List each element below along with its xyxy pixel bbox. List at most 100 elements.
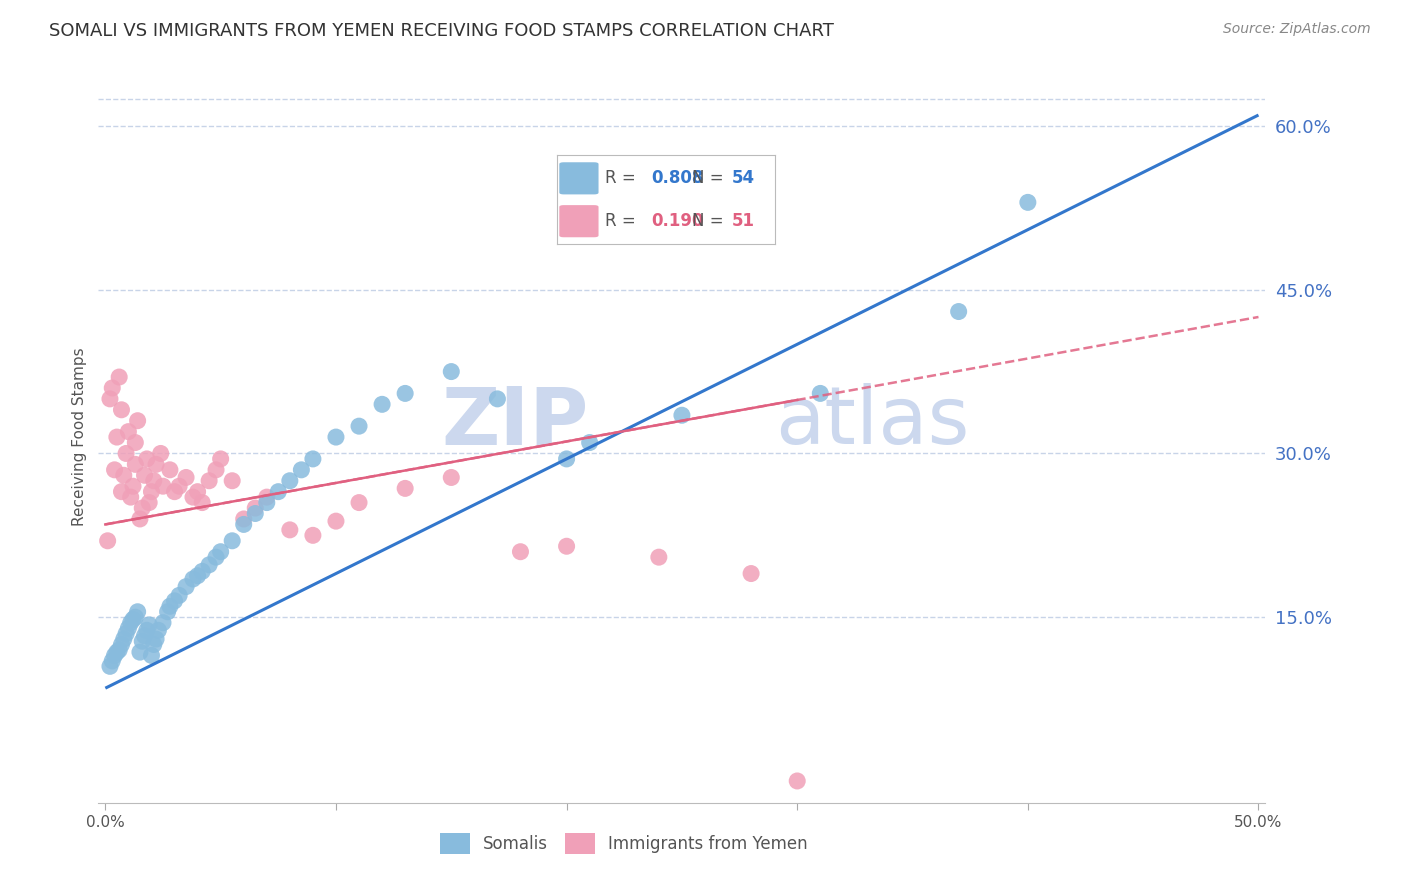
Point [181, 490, 204, 504]
Point [97, 533, 120, 548]
Point [302, 528, 325, 542]
Point [191, 565, 214, 579]
Point [205, 463, 228, 477]
Point [135, 624, 157, 638]
Point [131, 634, 153, 648]
Point [509, 545, 531, 559]
Point [578, 435, 600, 450]
Point [145, 632, 167, 646]
Y-axis label: Receiving Food Stamps: Receiving Food Stamps [72, 348, 87, 526]
Point [174, 470, 197, 484]
Point [129, 512, 152, 526]
Point [108, 643, 131, 657]
FancyBboxPatch shape [560, 162, 599, 194]
Point [198, 558, 221, 572]
Point [117, 425, 139, 439]
Point [394, 386, 416, 401]
Point [232, 517, 254, 532]
Point [740, 566, 762, 581]
Point [124, 610, 146, 624]
Point [325, 430, 347, 444]
Point [1017, 195, 1039, 210]
Point [105, 645, 128, 659]
Point [101, 381, 124, 395]
Point [159, 599, 181, 614]
Text: 51: 51 [731, 212, 755, 230]
Text: atlas: atlas [775, 384, 970, 461]
Point [256, 490, 278, 504]
Point [187, 568, 209, 582]
Point [148, 624, 170, 638]
Point [256, 495, 278, 509]
Point [127, 414, 149, 428]
Point [347, 419, 370, 434]
Text: SOMALI VS IMMIGRANTS FROM YEMEN RECEIVING FOOD STAMPS CORRELATION CHART: SOMALI VS IMMIGRANTS FROM YEMEN RECEIVIN… [49, 22, 834, 40]
Point [127, 605, 149, 619]
Point [110, 484, 132, 499]
Point [671, 409, 693, 423]
Point [555, 539, 578, 553]
Text: 0.190: 0.190 [651, 212, 703, 230]
Text: Source: ZipAtlas.com: Source: ZipAtlas.com [1223, 22, 1371, 37]
Point [129, 645, 152, 659]
Point [486, 392, 509, 406]
Point [134, 629, 156, 643]
Point [347, 495, 370, 509]
Point [371, 397, 394, 411]
Point [290, 463, 312, 477]
FancyBboxPatch shape [560, 205, 599, 237]
Point [394, 482, 416, 496]
Point [145, 458, 167, 472]
Point [138, 618, 160, 632]
Point [167, 588, 190, 602]
Point [135, 451, 157, 466]
Point [131, 501, 153, 516]
Point [232, 512, 254, 526]
Point [205, 550, 228, 565]
Point [209, 545, 232, 559]
Point [110, 402, 132, 417]
Point [325, 514, 347, 528]
Point [152, 479, 174, 493]
Point [167, 479, 190, 493]
Point [152, 615, 174, 630]
Point [181, 572, 204, 586]
Point [187, 484, 209, 499]
Point [115, 626, 138, 640]
Point [108, 370, 131, 384]
Point [267, 484, 290, 499]
Point [141, 484, 163, 499]
Point [221, 474, 243, 488]
Point [278, 523, 301, 537]
Text: N =: N = [692, 212, 730, 230]
Point [555, 451, 578, 466]
Point [112, 632, 135, 646]
Point [163, 594, 186, 608]
Point [159, 463, 181, 477]
Point [149, 446, 172, 460]
Point [101, 654, 124, 668]
Point [124, 435, 146, 450]
Point [134, 468, 156, 483]
Point [209, 451, 232, 466]
Point [117, 621, 139, 635]
Text: ZIP: ZIP [441, 384, 589, 461]
Point [245, 507, 267, 521]
Point [163, 484, 186, 499]
Point [120, 490, 142, 504]
Point [245, 501, 267, 516]
Point [142, 474, 165, 488]
Point [138, 495, 160, 509]
Point [112, 468, 135, 483]
Point [122, 479, 145, 493]
Point [98, 659, 121, 673]
Point [440, 365, 463, 379]
Point [156, 605, 179, 619]
Text: 0.808: 0.808 [651, 169, 703, 187]
Text: N =: N = [692, 169, 730, 187]
Text: R =: R = [605, 169, 641, 187]
Point [122, 612, 145, 626]
Point [948, 304, 970, 318]
Point [808, 386, 831, 401]
Text: R =: R = [605, 212, 641, 230]
